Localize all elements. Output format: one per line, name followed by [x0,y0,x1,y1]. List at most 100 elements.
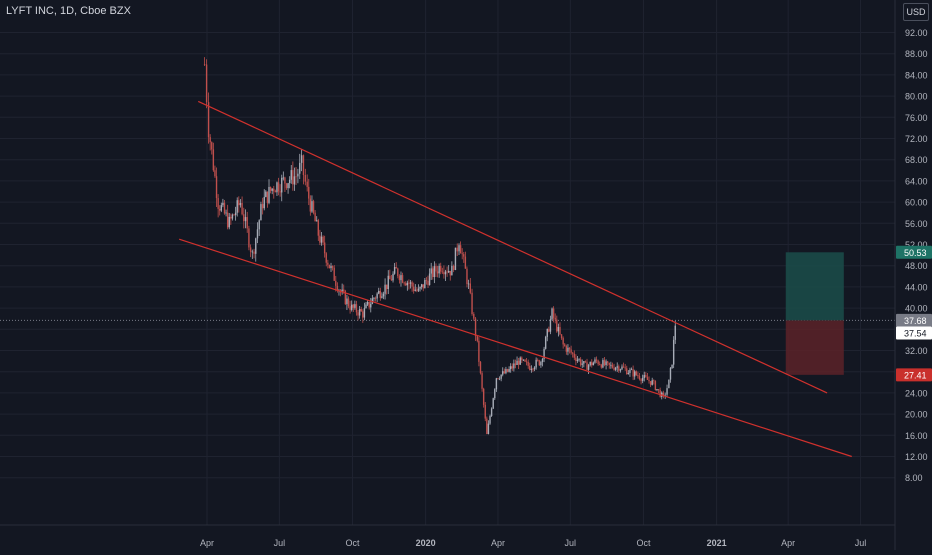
candle-body [376,293,378,299]
candle-body [630,369,633,371]
candle-body [517,360,520,365]
candle-body [413,286,415,291]
y-tick-label: 76.00 [905,113,928,123]
candle-body [384,284,386,294]
trendlines[interactable] [178,100,852,458]
candle-body [403,282,405,284]
candle-body [533,367,536,370]
candle-body [336,285,339,291]
candle-body [632,369,634,377]
candles [203,57,676,435]
candle-body [381,296,383,298]
candle-body [626,368,628,375]
candle-body [379,290,382,298]
candle-body [668,379,670,389]
candle-body [362,311,364,318]
candle-body [557,327,560,332]
candle-body [486,418,488,435]
candle-body [374,297,377,299]
candle-body [285,183,288,189]
candle-body [414,289,416,291]
candle-body [363,308,366,318]
candle-body [602,360,604,368]
candle-body [467,283,470,285]
candle-body [212,149,215,171]
candle-body [657,389,660,390]
candle-body [360,309,362,312]
trendline-upper [198,100,828,394]
candle-body [411,282,413,287]
candle-body [535,359,537,368]
candle-body [595,359,598,361]
candle-body [498,378,501,380]
candle-body [643,375,645,378]
candle-body [581,363,583,365]
candle-body [570,349,572,353]
candle-body [241,202,243,215]
candle-body [489,416,491,424]
candle-body [537,359,539,361]
stop-zone [785,320,844,375]
y-tick-label: 80.00 [905,92,928,102]
candle-body [645,375,647,377]
candle-body [385,284,388,290]
candle-body [471,292,473,315]
candle-body [505,369,507,374]
candle-body [474,318,477,337]
candle-body [562,338,564,345]
candle-body [654,381,657,391]
x-tick-label: Jul [274,538,286,548]
x-tick-label: Oct [636,538,651,548]
candle-body [500,374,502,379]
price-label-stop: 27.41 [904,370,927,380]
candle-body [616,366,618,368]
candle-body [451,265,453,276]
candle-body [629,369,631,373]
candle-body [463,254,465,257]
candle-body [350,304,353,310]
candle-body [548,328,550,332]
candle-body [295,176,297,178]
candle-body [466,268,468,284]
candle-body [261,204,264,209]
candle-body [649,381,652,385]
candle-body [292,170,294,185]
y-tick-label: 40.00 [905,304,928,314]
symbol-title[interactable]: LYFT INC, 1D, Cboe BZX [6,5,131,17]
candle-body [320,236,323,243]
candle-body [511,366,513,369]
candle-body [373,297,375,299]
candle-body [484,404,486,419]
candle-body [299,162,301,174]
candle-body [606,361,609,363]
candle-body [464,256,467,269]
candle-body [611,364,614,368]
candle-body [249,247,252,252]
candle-body [322,236,324,243]
candle-body [600,364,603,368]
candle-body [551,308,553,320]
x-tick-label: Apr [200,538,214,548]
candle-body [621,366,623,370]
candle-body [271,188,273,191]
candle-body [476,336,478,341]
candle-body [226,212,229,228]
candle-body [306,181,308,187]
y-tick-label: 20.00 [905,410,928,420]
candle-body [392,273,394,281]
candle-body [672,339,675,365]
candle-body [389,275,391,280]
candle-body [314,212,316,222]
candle-body [540,362,542,366]
candle-body [260,204,262,221]
candle-body [447,270,450,273]
candle-body [223,202,226,214]
candle-body [565,346,568,352]
candle-body [416,289,418,291]
currency-button[interactable]: USD [903,3,929,21]
candle-body [469,283,472,293]
candle-body [277,182,280,192]
